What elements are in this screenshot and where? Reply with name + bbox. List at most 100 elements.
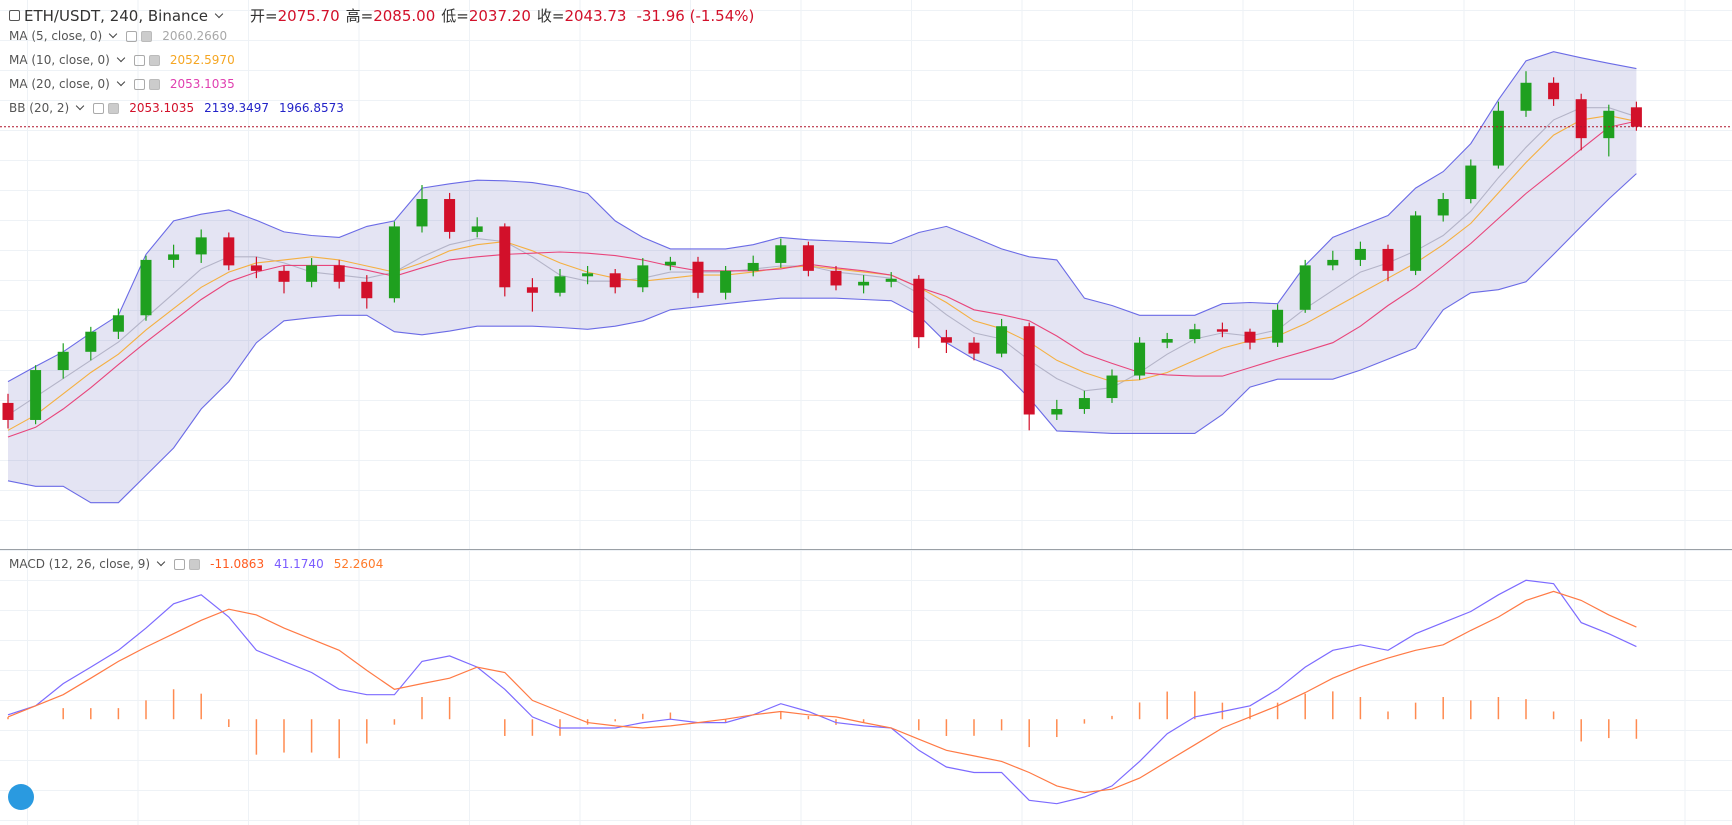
candle-body [1078,398,1090,410]
candle-body [1244,331,1256,343]
visibility-toggle[interactable] [174,558,186,570]
visibility-toggle[interactable] [126,30,138,42]
candle-body [1630,107,1642,127]
indicator-legend: MA (5, close, 0) 2060.2660 [9,29,237,43]
candle-body [1410,215,1422,271]
indicator-value: 52.2604 [333,557,384,571]
candle-body [1603,110,1615,139]
ohlc-value: 2037.20 [468,6,531,25]
indicator-value: 1966.8573 [279,101,344,115]
ohlc-key: 收= [536,7,565,25]
ohlc-value: 2043.73 [564,6,627,25]
remove-button[interactable] [189,558,201,570]
ohlc-key: 开= [250,7,278,25]
candle-body [526,287,538,293]
indicator-menu[interactable] [116,53,126,63]
candle-body [609,273,621,288]
indicator-value: -11.0863 [210,557,265,571]
ohlc-value: 2075.70 [277,6,340,25]
candle-body [996,326,1008,354]
candle-body [444,199,456,232]
candle-body [747,262,759,271]
candle-body [250,265,262,271]
visibility-toggle[interactable] [133,78,145,90]
remove-button[interactable] [148,78,160,90]
candle-body [1465,165,1477,200]
remove-button[interactable] [108,102,120,114]
candle-body [1161,339,1173,343]
ohlc-key: 高= [345,7,374,25]
candle-body [664,261,676,266]
candle-body [1134,342,1146,376]
candle-body [416,199,428,227]
indicator-legend: MA (20, close, 0) 2053.1035 [9,77,245,91]
candle-body [85,331,97,352]
indicator-value: 2139.3497 [204,101,269,115]
candle-body [2,402,14,420]
indicator-name[interactable]: MA (20, close, 0) [9,77,110,91]
macd-line [7,579,1637,805]
candle-body [1272,309,1284,343]
candle-body [1299,265,1311,310]
candle-body [830,270,842,286]
indicator-menu[interactable] [75,101,85,111]
indicator-menu[interactable] [116,77,126,87]
candle-body [195,237,207,255]
ohlc-key: 低= [441,7,469,25]
symbol-menu[interactable] [214,9,224,18]
candle-body [1492,110,1504,166]
candle-body [1437,199,1449,216]
candle-body [1189,329,1201,340]
candle-body [720,270,732,293]
candle-body [775,245,787,263]
visibility-toggle[interactable] [133,54,145,66]
candle-body [885,278,897,282]
indicator-legend: BB (20, 2) 2053.1035 2139.3497 1966.8573 [9,101,354,115]
candle-body [1023,326,1035,415]
candle-body [582,273,594,277]
candle-body [57,351,69,371]
candle-body [168,254,180,260]
indicator-value: 2053.1035 [169,77,235,91]
indicator-name[interactable]: BB (20, 2) [9,101,70,115]
candle-body [1575,99,1587,139]
indicator-name[interactable]: MA (5, close, 0) [9,29,103,43]
indicator-value: 2053.1035 [129,101,195,115]
band-upper [7,51,1637,383]
logo[interactable] [8,784,34,810]
candle-body [1548,82,1560,100]
macd-line [7,590,1637,794]
ohlc-value: 2085.00 [373,6,436,25]
candle-body [471,226,483,232]
moving-average [7,115,1637,431]
candle-body [913,278,925,338]
candle-body [1382,248,1394,271]
candle-body [140,259,152,316]
symbol[interactable]: ETH/USDT, 240, Binance [24,6,209,25]
price-change: -31.96 (-1.54%) [636,6,755,25]
indicator-name[interactable]: MA (10, close, 0) [9,53,110,67]
indicator-name[interactable]: MACD (12, 26, close, 9) [9,557,151,571]
remove-button[interactable] [141,30,153,42]
indicator-value: 41.1740 [274,557,324,571]
indicator-value: 2060.2660 [162,29,228,43]
collapse-button[interactable] [9,10,20,21]
candle-body [802,245,814,271]
candle-body [499,226,511,288]
candle-body [968,342,980,354]
candle-body [940,337,952,343]
candle-body [858,281,870,286]
indicator-menu[interactable] [156,557,166,567]
visibility-toggle[interactable] [93,102,105,114]
candle-body [388,226,400,299]
candle-body [112,315,124,332]
remove-button[interactable] [148,54,160,66]
moving-average [7,120,1637,438]
candle-body [223,237,235,266]
indicator-menu[interactable] [108,29,118,39]
candle-body [1354,248,1366,260]
candle-body [637,265,649,288]
candle-body [306,265,318,282]
candle-body [554,276,566,293]
